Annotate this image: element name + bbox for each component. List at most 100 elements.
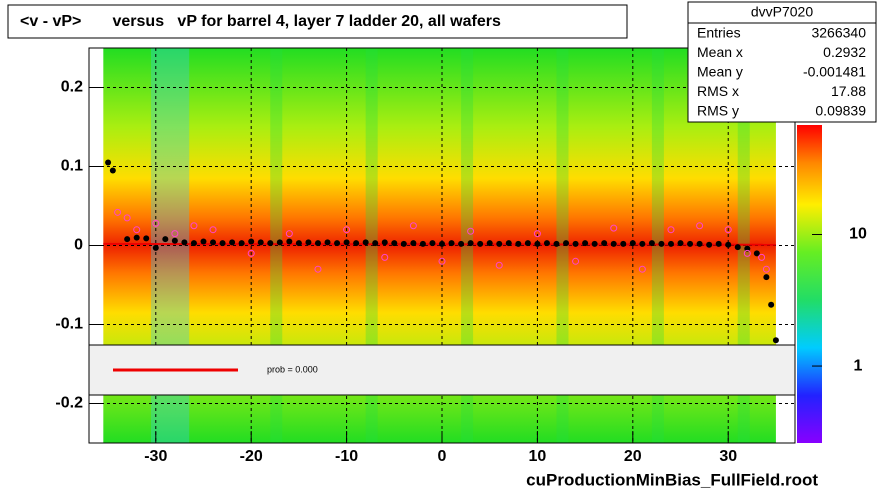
profile-point [114,208,122,216]
stats-label: RMS y [697,103,739,119]
profile-point [314,240,321,247]
profile-point [123,214,131,222]
profile-point [758,253,766,261]
profile-point [152,219,160,227]
profile-point [210,239,217,246]
profile-point [610,224,618,232]
profile-point [324,239,331,246]
profile-point [725,241,732,248]
profile-point [524,240,531,247]
legend-label: prob = 0.000 [267,364,318,374]
x-tick-label: -30 [144,448,167,465]
profile-point [629,240,636,247]
x-tick-label: -10 [335,448,358,465]
stats-label: RMS x [697,83,739,99]
profile-point [610,240,617,247]
profile-point [620,240,627,247]
profile-point [400,240,407,247]
profile-point [667,226,675,234]
profile-point [638,265,646,273]
z-tick-label: 10 [849,226,867,243]
profile-point [109,167,116,174]
profile-point [458,240,465,247]
profile-point [391,240,398,247]
profile-point [295,240,302,247]
profile-point [105,159,112,166]
stats-label: Entries [697,25,741,41]
profile-point [314,265,322,273]
profile-point [133,226,141,234]
profile-point [229,239,236,246]
profile-point [543,240,550,247]
profile-point [553,240,560,247]
profile-point [190,240,197,247]
y-tick-label: 0.1 [61,158,83,175]
profile-point [190,222,198,230]
profile-point [534,240,541,247]
y-tick-label: -0.2 [55,395,83,412]
profile-point [200,238,207,245]
profile-point [505,240,512,247]
profile-point [715,240,722,247]
profile-point [248,238,255,245]
profile-point [276,239,283,246]
stats-label: Mean y [697,64,743,80]
profile-point [286,238,293,245]
profile-point [448,240,455,247]
z-tick-label: 1 [854,357,863,374]
profile-point [343,239,350,246]
profile-point [438,257,446,265]
profile-point [648,240,655,247]
profile-point [152,244,159,251]
profile-point [762,265,770,273]
profile-point [171,237,178,244]
profile-point [563,240,570,247]
profile-point [763,274,770,281]
profile-point [219,240,226,247]
profile-point [572,240,579,247]
profile-point [724,226,732,234]
profile-point [439,240,445,247]
profile-point [429,240,436,247]
profile-point [706,241,713,248]
x-tick-label: 0 [438,448,447,465]
profile-point [486,240,493,247]
stats-value: 3266340 [811,25,866,41]
profile-point [353,240,360,247]
profile-point [372,240,379,247]
profile-point [124,236,131,243]
profile-point [582,240,589,247]
profile-point [572,257,580,265]
profile-point [753,250,760,257]
profile-point [658,240,665,247]
profile-point [743,249,751,257]
stats-box [687,1,877,123]
profile-point [734,244,741,251]
profile-point [467,240,474,247]
profile-point [162,236,169,243]
color-palette [797,125,822,443]
chart-title: <v - vP> versus vP for barrel 4, layer 7… [20,13,501,30]
y-tick-label: -0.1 [55,316,83,333]
profile-point [772,337,779,344]
profile-point [238,240,245,247]
profile-point [171,230,179,238]
profile-point [381,253,389,261]
x-tick-label: 10 [529,448,547,465]
profile-point [677,240,684,247]
profile-point [591,240,598,247]
profile-point [209,226,217,234]
profile-point [133,234,140,241]
stats-value: -0.001481 [803,64,866,80]
profile-point [515,240,522,247]
profile-point [334,240,341,247]
profile-point [477,240,484,247]
profile-point [667,240,674,247]
x-tick-label: -20 [240,448,263,465]
y-tick-label: 0.2 [61,79,83,96]
profile-point [495,261,503,269]
x-tick-label: 30 [719,448,737,465]
stats-value: 0.09839 [815,103,866,119]
profile-point [247,249,255,257]
